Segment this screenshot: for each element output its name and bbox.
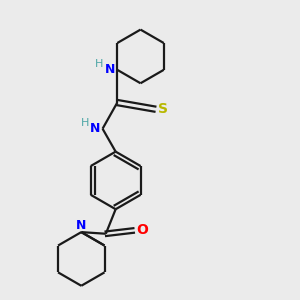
Text: H: H [80,118,89,128]
Text: S: S [158,102,168,116]
Text: N: N [105,63,115,76]
Text: N: N [90,122,100,135]
Text: H: H [95,59,103,69]
Text: N: N [76,219,86,232]
Text: O: O [136,224,148,238]
